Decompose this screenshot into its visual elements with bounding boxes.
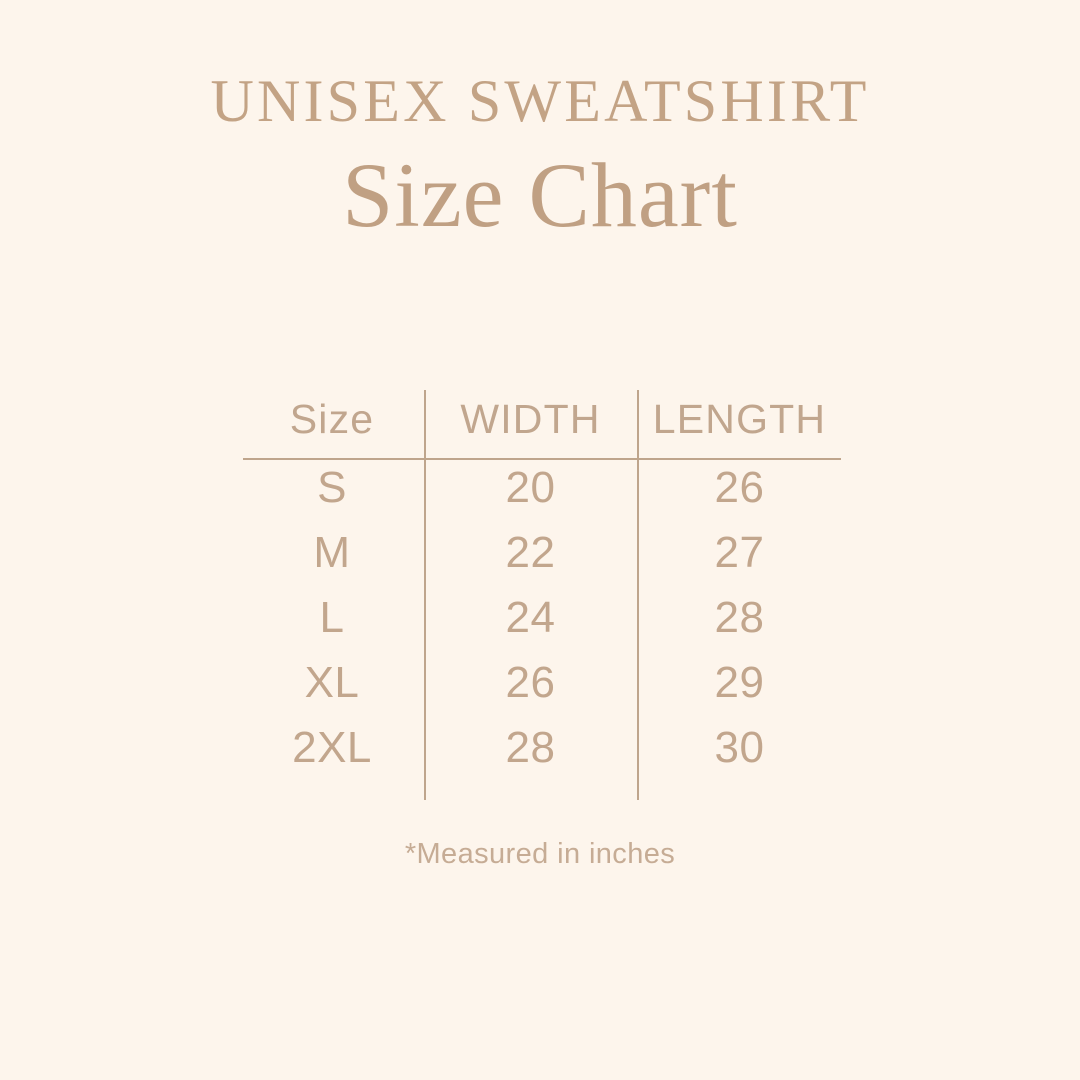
heading-block: UNISEX SWEATSHIRT Size Chart bbox=[0, 70, 1080, 244]
table-row: L 24 28 bbox=[240, 585, 842, 650]
cell-width: 26 bbox=[505, 657, 556, 707]
page-eyebrow-title: UNISEX SWEATSHIRT bbox=[210, 68, 870, 134]
cell-width: 28 bbox=[505, 722, 556, 772]
cell-size: 2XL bbox=[292, 722, 372, 772]
table-row: S 20 26 bbox=[240, 455, 842, 520]
column-header-size: Size bbox=[289, 395, 375, 442]
cell-size: L bbox=[319, 592, 345, 642]
column-divider-rule-2 bbox=[637, 390, 639, 800]
cell-length: 27 bbox=[714, 527, 765, 577]
size-table: Size WIDTH LENGTH S 20 26 M 22 27 L bbox=[240, 383, 842, 780]
header-divider-rule bbox=[243, 458, 841, 460]
column-header-width: WIDTH bbox=[460, 395, 601, 442]
cell-size: S bbox=[317, 462, 347, 512]
cell-length: 30 bbox=[714, 722, 765, 772]
cell-length: 29 bbox=[714, 657, 765, 707]
column-divider-rule-1 bbox=[424, 390, 426, 800]
table-row: XL 26 29 bbox=[240, 650, 842, 715]
cell-width: 24 bbox=[505, 592, 556, 642]
cell-size: M bbox=[313, 527, 351, 577]
cell-width: 22 bbox=[505, 527, 556, 577]
cell-width: 20 bbox=[505, 462, 556, 512]
column-header-length: LENGTH bbox=[652, 395, 827, 442]
page-title: Size Chart bbox=[342, 144, 738, 246]
table-header-row: Size WIDTH LENGTH bbox=[240, 383, 842, 455]
table-row: 2XL 28 30 bbox=[240, 715, 842, 780]
cell-length: 26 bbox=[714, 462, 765, 512]
table-body: S 20 26 M 22 27 L 24 28 XL 26 29 bbox=[240, 455, 842, 780]
cell-size: XL bbox=[304, 657, 360, 707]
size-table-container: Size WIDTH LENGTH S 20 26 M 22 27 L bbox=[240, 383, 842, 803]
measurement-footnote: *Measured in inches bbox=[404, 838, 676, 870]
table-row: M 22 27 bbox=[240, 520, 842, 585]
cell-length: 28 bbox=[714, 592, 765, 642]
